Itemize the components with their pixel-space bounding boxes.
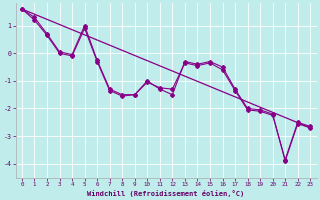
- X-axis label: Windchill (Refroidissement éolien,°C): Windchill (Refroidissement éolien,°C): [87, 190, 245, 197]
